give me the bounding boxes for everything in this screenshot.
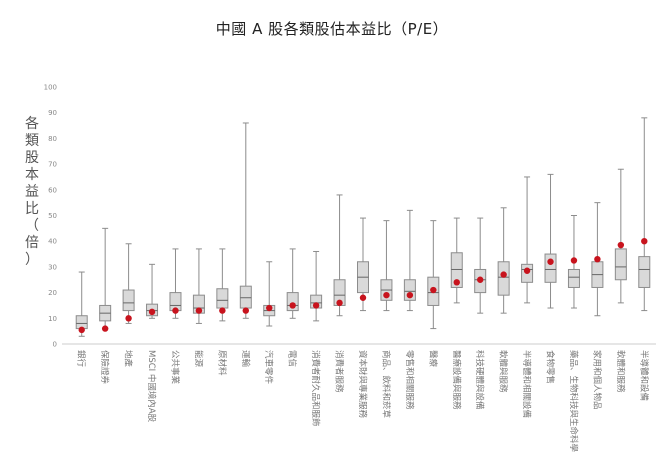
current-pe-point — [219, 307, 226, 314]
x-category-label: 電信 — [287, 350, 298, 368]
current-pe-point — [570, 257, 578, 264]
y-tick-label: 10 — [48, 315, 57, 323]
x-category-label: 半導體和相關設備 — [521, 350, 532, 419]
y-axis-label-char: 股 — [25, 150, 39, 166]
y-tick-label: 60 — [48, 186, 57, 194]
current-pe-point — [148, 308, 156, 316]
y-tick-label: 0 — [53, 341, 57, 349]
y-tick-label: 40 — [48, 238, 57, 246]
y-tick-label: 50 — [48, 212, 57, 220]
chart-title: 中國 A 股各類股估本益比（P/E） — [215, 20, 449, 38]
box-iqr — [239, 285, 252, 309]
y-axis-label-char: 益 — [25, 184, 39, 200]
x-category-label: 商品、飲料和菸草 — [380, 350, 391, 419]
x-category-label: 家用和個人物品 — [591, 350, 602, 410]
x-category-label: 汽車零件 — [263, 350, 274, 385]
current-pe-point — [195, 307, 203, 314]
y-axis-label-char: 各 — [25, 116, 39, 132]
current-pe-point — [430, 286, 437, 294]
y-tick-label: 90 — [48, 109, 57, 117]
current-pe-point — [101, 325, 109, 332]
x-category-label: MSCI 中國境內A股 — [146, 350, 157, 423]
y-axis-label-char: 倍 — [25, 235, 39, 251]
box-iqr — [614, 248, 627, 281]
current-pe-point — [312, 302, 320, 309]
y-axis-label-char: 比 — [25, 201, 39, 217]
current-pe-point — [289, 302, 296, 309]
x-category-label: 軟體與服務 — [498, 350, 509, 393]
current-pe-point — [242, 307, 249, 314]
x-category-label: 地產 — [123, 350, 134, 368]
box-iqr — [497, 261, 510, 296]
current-pe-point — [641, 238, 648, 245]
x-category-label: 醫療設備與服務 — [451, 350, 462, 410]
current-pe-point — [359, 294, 367, 301]
x-category-label: 半導體和設備 — [638, 350, 649, 402]
current-pe-point — [453, 279, 460, 286]
x-category-label: 醫療 — [427, 350, 438, 368]
box-iqr — [286, 292, 299, 312]
box-iqr — [544, 253, 557, 283]
x-category-label: 零售和相關服務 — [404, 350, 415, 410]
box-iqr — [638, 256, 651, 288]
current-pe-point — [477, 276, 484, 283]
box-iqr — [216, 288, 229, 309]
x-category-label: 藥品、生物科技與生命科學 — [568, 350, 579, 453]
current-pe-point — [500, 271, 507, 278]
current-pe-point — [523, 267, 531, 274]
x-category-label: 資本財與專業服務 — [357, 350, 368, 419]
y-axis-label-char: ） — [25, 252, 39, 268]
box-iqr — [75, 315, 88, 330]
box-iqr — [403, 279, 416, 301]
box-iqr — [567, 268, 580, 288]
x-category-label: 科技硬體與設備 — [474, 350, 485, 410]
x-category-label: 公共事業 — [169, 350, 180, 385]
current-pe-point — [266, 304, 273, 312]
current-pe-point — [547, 258, 554, 265]
current-pe-point — [617, 241, 625, 249]
box-iqr — [450, 252, 463, 288]
x-category-label: 食物零售 — [545, 350, 556, 384]
y-tick-label: 80 — [48, 135, 57, 143]
y-axis-label-char: 本 — [25, 167, 39, 183]
x-category-label: 原材料 — [216, 350, 227, 376]
x-category-label: 銀行 — [76, 350, 87, 368]
x-category-label: 軟體和服務 — [615, 350, 626, 393]
current-pe-point — [125, 315, 132, 322]
current-pe-point — [336, 299, 343, 307]
x-category-label: 保險證券 — [99, 350, 110, 385]
x-category-label: 消費者服務 — [334, 350, 345, 393]
x-category-label: 運輸 — [240, 350, 251, 368]
current-pe-point — [594, 255, 601, 263]
y-axis-label: 各類股本益比（倍） — [22, 116, 42, 269]
x-category-label: 消費者耐久品和服飾 — [310, 350, 321, 427]
y-axis-label-char: 類 — [25, 133, 39, 149]
y-tick-label: 20 — [48, 289, 57, 297]
current-pe-point — [383, 291, 390, 299]
y-tick-label: 30 — [48, 263, 57, 271]
current-pe-point — [78, 326, 85, 334]
box-iqr — [122, 289, 135, 312]
current-pe-point — [172, 307, 179, 314]
y-axis-label-char: （ — [25, 218, 39, 234]
x-category-label: 能源 — [193, 350, 204, 368]
y-tick-label: 70 — [48, 161, 57, 169]
current-pe-point — [406, 291, 414, 299]
y-tick-label: 100 — [44, 84, 57, 92]
